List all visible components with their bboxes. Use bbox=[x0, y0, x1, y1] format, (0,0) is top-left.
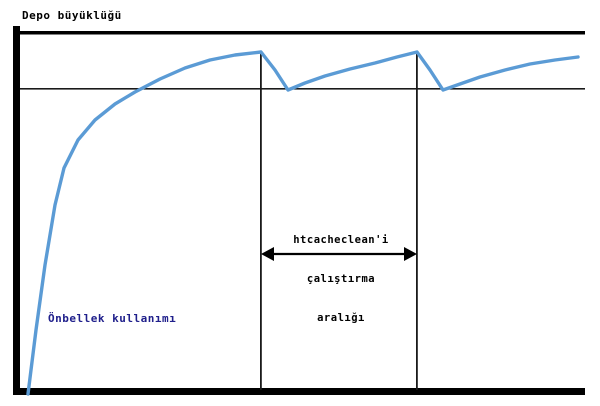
interval-arrow-head-left bbox=[261, 247, 274, 261]
y-axis-line bbox=[13, 26, 20, 394]
interval-annotation: htcacheclean'i çalıştırma aralığı bbox=[271, 208, 411, 351]
gridline-run-2 bbox=[416, 52, 418, 390]
x-axis-line bbox=[13, 388, 585, 395]
cache-usage-curve bbox=[26, 50, 580, 396]
interval-annotation-line-3: aralığı bbox=[317, 312, 365, 324]
interval-arrow bbox=[261, 247, 417, 261]
interval-arrow-head-right bbox=[404, 247, 417, 261]
reference-line-storage-limit bbox=[20, 31, 585, 35]
y-axis-title: Depo büyüklüğü bbox=[22, 9, 122, 22]
interval-annotation-line-2: çalıştırma bbox=[306, 273, 376, 285]
gridline-run-1 bbox=[260, 52, 262, 390]
interval-annotation-line-1: htcacheclean'i bbox=[293, 234, 389, 246]
reference-line-target-level bbox=[20, 88, 585, 90]
series-label-cache-usage: Önbellek kullanımı bbox=[48, 312, 177, 325]
